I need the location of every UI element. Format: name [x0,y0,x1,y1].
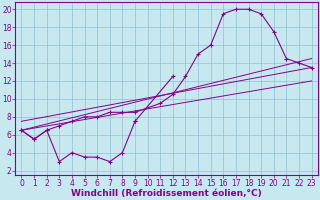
X-axis label: Windchill (Refroidissement éolien,°C): Windchill (Refroidissement éolien,°C) [71,189,262,198]
